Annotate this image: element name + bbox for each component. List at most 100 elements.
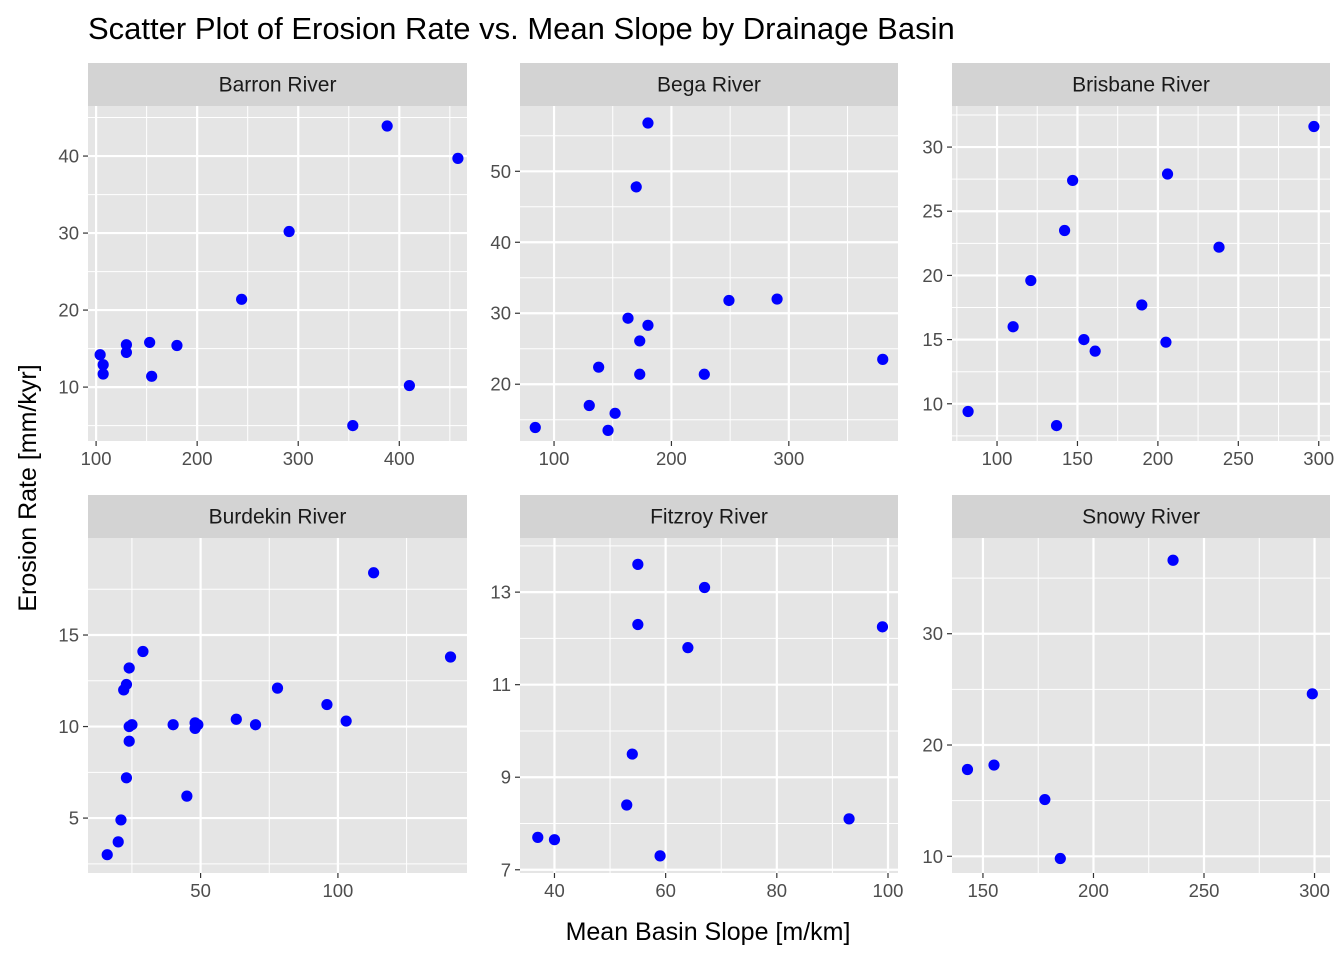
facet-strip [520, 495, 898, 538]
x-tick-label: 300 [1303, 448, 1334, 469]
data-point [988, 759, 1000, 771]
y-tick-label: 40 [490, 232, 511, 253]
data-point [698, 368, 710, 380]
data-point [171, 339, 183, 352]
facet-strip-label: Burdekin River [209, 506, 347, 529]
data-point [632, 558, 644, 570]
data-point [961, 763, 974, 776]
data-point [634, 335, 646, 347]
data-point [602, 424, 614, 436]
data-point [115, 814, 127, 826]
data-point [347, 419, 359, 432]
x-tick-label: 200 [182, 448, 213, 469]
data-point [120, 346, 133, 359]
facet-panel: Snowy River 150 200 250 300 10 20 30 [922, 495, 1330, 901]
data-point [1007, 321, 1019, 333]
y-tick-label: 25 [922, 201, 943, 222]
x-tick-label: 150 [968, 880, 999, 901]
data-point [249, 719, 262, 731]
data-point [236, 293, 248, 305]
data-point [1161, 168, 1174, 180]
x-tick-label: 80 [767, 880, 788, 901]
data-point [1160, 336, 1172, 348]
chart-title: Scatter Plot of Erosion Rate vs. Mean Sl… [88, 11, 955, 46]
data-point [1050, 419, 1063, 432]
x-axis-title: Mean Basin Slope [m/km] [566, 918, 851, 946]
data-point [962, 405, 974, 418]
panel-background [88, 538, 467, 873]
data-point [529, 421, 541, 434]
facet-strip-label: Barron River [219, 74, 337, 97]
data-point [1058, 224, 1071, 237]
facet-strip-label: Brisbane River [1072, 74, 1210, 97]
facet-strip [952, 63, 1330, 106]
y-tick-label: 30 [58, 223, 79, 244]
data-point [1025, 274, 1037, 287]
data-point [452, 152, 464, 164]
y-tick-label: 10 [922, 846, 943, 867]
data-point [123, 662, 135, 674]
data-point [1306, 688, 1318, 700]
x-tick-label: 400 [384, 448, 415, 469]
data-point [283, 225, 295, 238]
data-point [642, 117, 654, 129]
x-tick-label: 100 [81, 448, 112, 469]
facet-strip-label: Snowy River [1082, 506, 1200, 529]
facet-panel: Fitzroy River 40 60 80 100 7 9 11 13 [490, 495, 903, 901]
data-point [126, 719, 138, 731]
x-tick-label: 40 [544, 880, 565, 901]
x-tick-label: 100 [322, 880, 353, 901]
data-point [1039, 793, 1051, 806]
data-point [532, 831, 544, 843]
x-tick-label: 300 [1299, 880, 1330, 901]
data-point [146, 370, 158, 382]
y-tick-label: 15 [58, 625, 79, 646]
facet-strip-label: Bega River [657, 74, 761, 97]
data-point [1213, 241, 1225, 253]
y-tick-label: 20 [922, 735, 943, 756]
y-tick-label: 7 [501, 859, 511, 880]
x-tick-label: 150 [1062, 448, 1093, 469]
data-point [120, 772, 133, 784]
data-point [112, 836, 124, 848]
data-point [877, 353, 889, 365]
x-tick-label: 200 [1078, 880, 1109, 901]
x-tick-label: 250 [1223, 448, 1254, 469]
panel-background [520, 106, 898, 441]
data-point [626, 748, 638, 760]
y-tick-label: 10 [58, 377, 79, 398]
y-tick-label: 13 [490, 582, 511, 603]
data-point [97, 359, 109, 371]
y-tick-label: 30 [922, 623, 943, 644]
x-tick-label: 50 [190, 880, 211, 901]
data-point [1054, 852, 1066, 865]
data-point [682, 642, 694, 654]
y-tick-label: 40 [58, 146, 79, 167]
data-point [167, 719, 179, 731]
data-point [622, 312, 634, 324]
facet-panel: Burdekin River 50 100 5 10 15 [58, 495, 467, 901]
data-point [1136, 299, 1148, 311]
y-axis-title: Erosion Rate [mm/kyr] [14, 364, 42, 611]
y-tick-label: 5 [69, 808, 79, 829]
data-point [621, 799, 633, 811]
data-point [634, 368, 646, 380]
data-point [1308, 120, 1320, 133]
facet-strip [88, 63, 467, 106]
x-tick-label: 100 [873, 880, 904, 901]
data-point [97, 368, 109, 380]
x-tick-label: 100 [982, 448, 1013, 469]
y-tick-label: 20 [490, 374, 511, 395]
data-point [583, 399, 595, 412]
data-point [340, 715, 352, 727]
data-point [230, 713, 242, 725]
y-tick-label: 15 [922, 329, 943, 350]
data-point [1089, 345, 1101, 357]
data-point [1167, 554, 1179, 566]
data-point [654, 850, 666, 862]
data-point [593, 361, 605, 373]
y-tick-label: 30 [922, 137, 943, 158]
data-point [144, 336, 156, 349]
facet-strip [952, 495, 1330, 538]
x-tick-label: 300 [283, 448, 314, 469]
